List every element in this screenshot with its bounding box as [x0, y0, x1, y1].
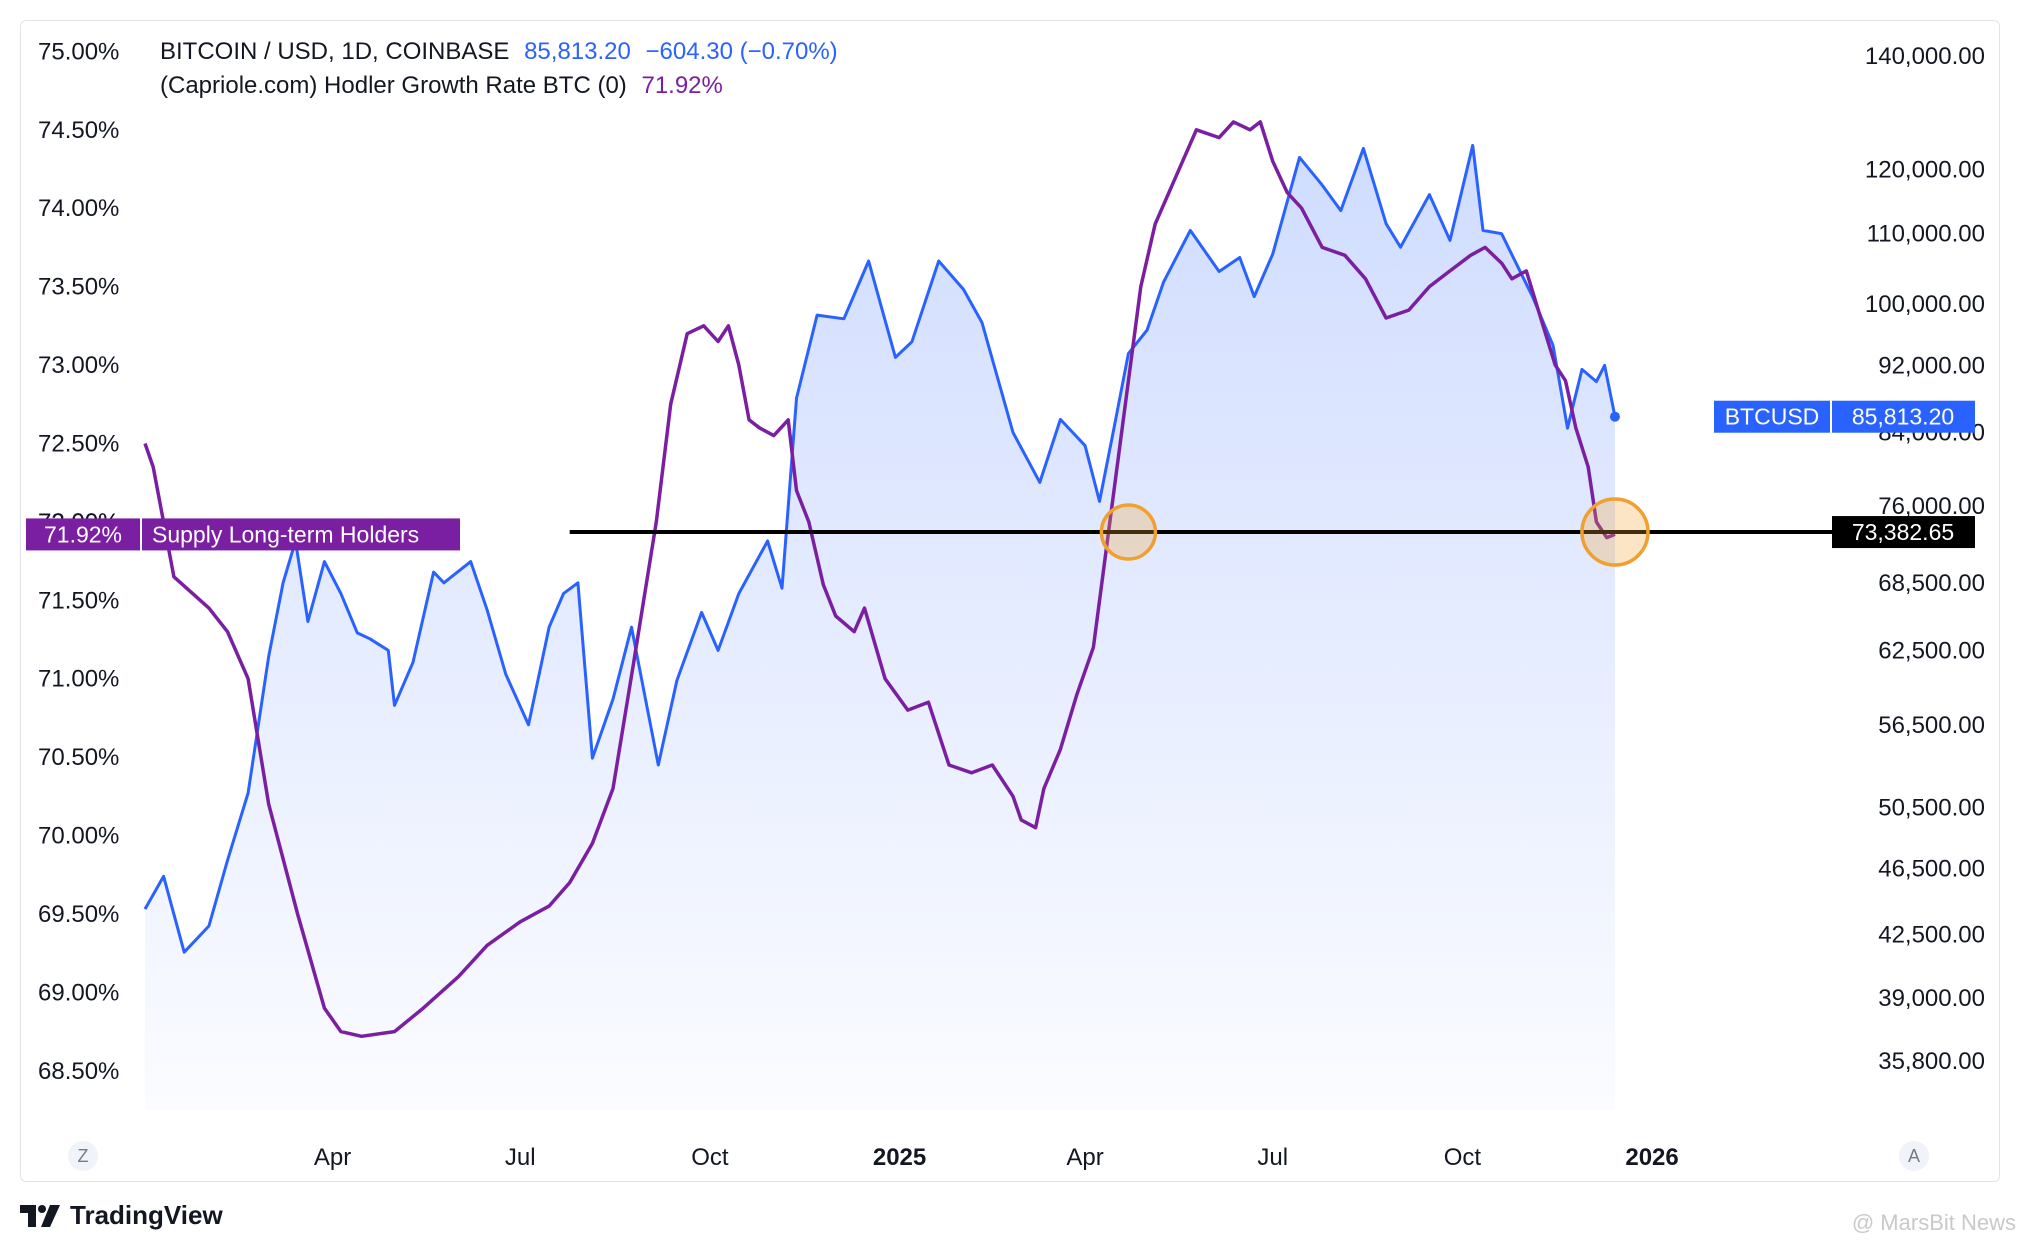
scale-a-button[interactable]: A — [1899, 1141, 1929, 1171]
left-axis-tick: 73.00% — [38, 352, 119, 379]
watermark: @ MarsBit News — [1851, 1210, 2016, 1235]
legend-btc-change: −604.30 (−0.70%) — [645, 38, 838, 65]
right-axis-tick: 39,000.00 — [1878, 985, 1985, 1012]
btcusd-label-badge — [1714, 400, 1830, 433]
left-axis-tick: 69.00% — [38, 979, 119, 1006]
right-axis-tick: 42,500.00 — [1878, 922, 1985, 949]
right-axis-tick: 68,500.00 — [1878, 570, 1985, 597]
right-axis-tick: 76,000.00 — [1878, 493, 1985, 520]
legend-hodler-value: 71.92% — [641, 72, 723, 99]
hodler-value-badge — [26, 518, 140, 551]
legend-hodler: (Capriole.com) Hodler Growth Rate BTC (0… — [160, 72, 723, 100]
btc-last-point — [1609, 411, 1620, 422]
highlight-circle-2 — [1580, 497, 1650, 567]
hodler-label-badge — [142, 518, 460, 551]
legend-btc: BITCOIN / USD, 1D, COINBASE 85,813.20 −6… — [160, 38, 838, 66]
highlight-circle-1 — [1099, 503, 1158, 561]
right-axis-tick: 56,500.00 — [1878, 712, 1985, 739]
x-axis-label: Oct — [1444, 1144, 1482, 1171]
x-axis-label: Apr — [1066, 1144, 1103, 1171]
x-axis-label: 2025 — [873, 1144, 926, 1171]
chart-frame — [20, 20, 2000, 1182]
x-axis-label: Jul — [1257, 1144, 1288, 1171]
left-axis-tick: 74.00% — [38, 195, 119, 222]
hline-value-badge — [1832, 516, 1975, 549]
right-axis-tick: 100,000.00 — [1865, 291, 1985, 318]
left-axis-tick: 68.50% — [38, 1058, 119, 1085]
left-axis-tick: 69.50% — [38, 901, 119, 928]
right-axis-tick: 140,000.00 — [1865, 43, 1985, 70]
x-axis-label: 2026 — [1625, 1144, 1678, 1171]
scale-z-button[interactable]: Z — [68, 1141, 98, 1171]
hodler-growth-line[interactable] — [143, 120, 1616, 1039]
left-axis-tick: 72.50% — [38, 430, 119, 457]
left-axis-tick: 70.50% — [38, 744, 119, 771]
left-axis-tick: 70.00% — [38, 823, 119, 850]
left-axis-tick: 74.50% — [38, 117, 119, 144]
x-axis-label: Apr — [314, 1144, 351, 1171]
tradingview-logo-icon — [20, 1204, 60, 1227]
hline-value-badge-text: 73,382.65 — [1852, 519, 1954, 545]
left-axis-tick: 71.50% — [38, 587, 119, 614]
right-axis-tick: 46,500.00 — [1878, 855, 1985, 882]
hodler-value-badge-text: 71.92% — [44, 521, 122, 547]
left-axis-tick: 75.00% — [38, 38, 119, 65]
right-axis-tick: 35,800.00 — [1878, 1048, 1985, 1075]
right-axis-tick: 110,000.00 — [1867, 221, 1985, 248]
btcusd-value-badge-text: 85,813.20 — [1852, 404, 1954, 430]
x-axis-label: Oct — [691, 1144, 729, 1171]
left-axis-tick: 71.00% — [38, 666, 119, 693]
tradingview-brand-text: TradingView — [70, 1200, 223, 1230]
btc-area — [145, 145, 1615, 1110]
right-axis-tick: 62,500.00 — [1878, 637, 1985, 664]
legend-btc-value: 85,813.20 — [524, 38, 631, 65]
x-axis-label: Jul — [505, 1144, 536, 1171]
btcusd-label-badge-text: BTCUSD — [1725, 404, 1820, 430]
hodler-label-badge-text: Supply Long-term Holders — [152, 521, 419, 547]
right-axis-tick: 92,000.00 — [1878, 352, 1985, 379]
legend-hodler-title: (Capriole.com) Hodler Growth Rate BTC (0… — [160, 72, 627, 99]
btcusd-value-badge — [1832, 400, 1975, 433]
legend-btc-title: BITCOIN / USD, 1D, COINBASE — [160, 38, 510, 65]
btc-price-line[interactable] — [143, 143, 1617, 954]
tradingview-brand[interactable]: TradingView — [20, 1200, 223, 1231]
right-axis-tick: 50,500.00 — [1878, 794, 1985, 821]
right-axis-tick: 120,000.00 — [1865, 157, 1985, 184]
left-axis-tick: 73.50% — [38, 274, 119, 301]
